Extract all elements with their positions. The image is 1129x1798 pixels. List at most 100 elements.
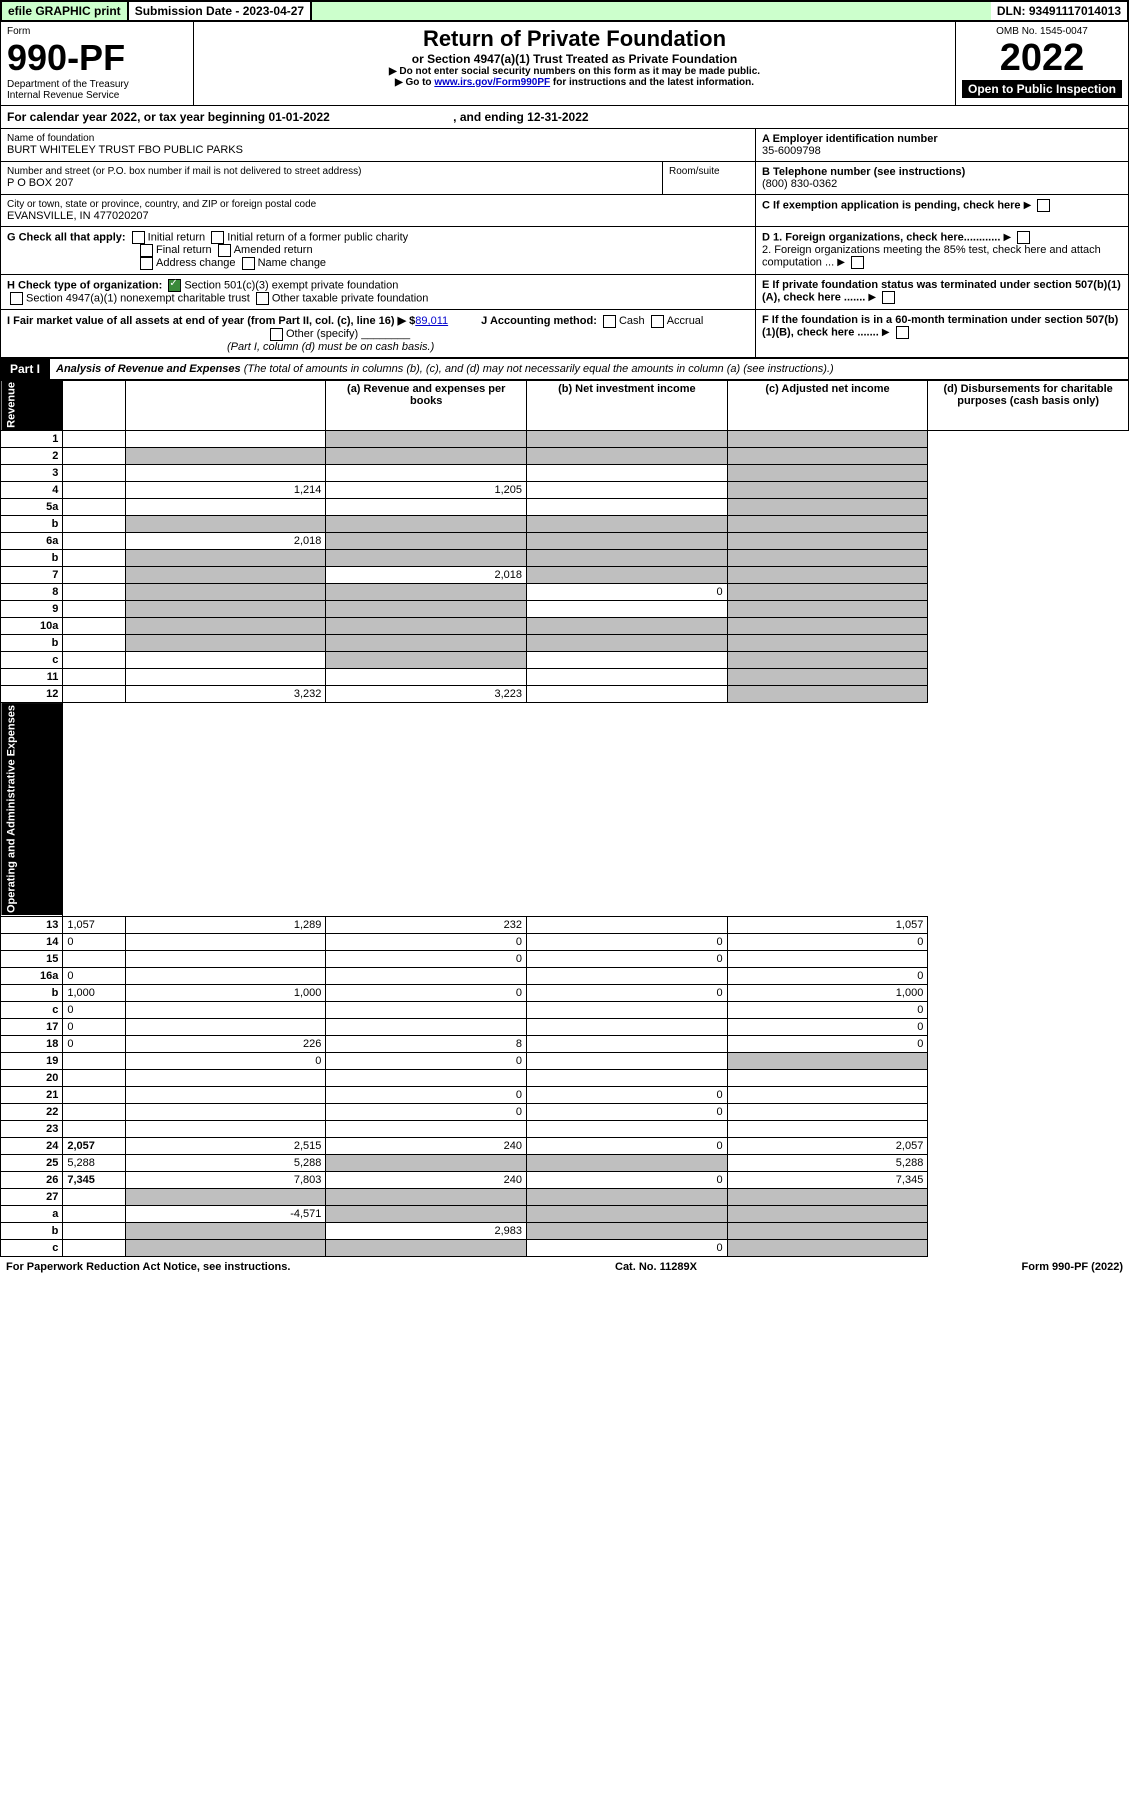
row-desc	[63, 618, 125, 635]
cell-a: 1,214	[125, 482, 326, 499]
cell-c: 0	[527, 1103, 728, 1120]
row-desc	[63, 516, 125, 533]
cell-a	[125, 1239, 326, 1256]
cell-b: 0	[326, 950, 527, 967]
chk-other-taxable[interactable]	[256, 292, 269, 305]
row-num: 17	[1, 1018, 63, 1035]
chk-final[interactable]	[140, 244, 153, 257]
link-irs[interactable]: www.irs.gov/Form990PF	[434, 77, 550, 88]
cell-b	[326, 516, 527, 533]
cell-d	[727, 1086, 928, 1103]
chk-f[interactable]	[896, 326, 909, 339]
cell-c	[527, 499, 728, 516]
cell-b: 2,018	[326, 567, 527, 584]
cell-c	[527, 652, 728, 669]
row-num: 14	[1, 933, 63, 950]
cell-b	[326, 1239, 527, 1256]
checkbox-c[interactable]	[1037, 199, 1050, 212]
row-desc	[63, 669, 125, 686]
chk-e[interactable]	[882, 291, 895, 304]
cell-b	[326, 431, 527, 448]
note-ssn: ▶ Do not enter social security numbers o…	[200, 66, 949, 77]
form-number: 990-PF	[7, 37, 187, 79]
row-num: 1	[1, 431, 63, 448]
cell-c	[527, 916, 728, 933]
chk-amended[interactable]	[218, 244, 231, 257]
row-desc: 0	[63, 967, 125, 984]
cell-d	[727, 1222, 928, 1239]
cell-b	[326, 1001, 527, 1018]
cell-d	[727, 431, 928, 448]
row-num: 25	[1, 1154, 63, 1171]
cell-a	[125, 1120, 326, 1137]
row-num: b	[1, 984, 63, 1001]
row-desc: 0	[63, 1035, 125, 1052]
cell-c	[527, 635, 728, 652]
row-num: a	[1, 1205, 63, 1222]
chk-501c3[interactable]	[168, 279, 181, 292]
cell-c	[527, 567, 728, 584]
chk-initial-former[interactable]	[211, 231, 224, 244]
chk-other[interactable]	[270, 328, 283, 341]
cell-a	[125, 618, 326, 635]
cell-d	[727, 686, 928, 703]
cell-b	[326, 584, 527, 601]
cell-b: 240	[326, 1137, 527, 1154]
cell-c: 0	[527, 584, 728, 601]
cell-d	[727, 465, 928, 482]
chk-d2[interactable]	[851, 256, 864, 269]
note-goto-tail: for instructions and the latest informat…	[550, 77, 754, 88]
address-block: Number and street (or P.O. box number if…	[1, 162, 663, 194]
expenses-label: Operating and Administrative Expenses	[1, 703, 63, 916]
row-num: 23	[1, 1120, 63, 1137]
cell-a	[125, 1086, 326, 1103]
cell-d: 5,288	[727, 1154, 928, 1171]
form-title: Return of Private Foundation	[200, 26, 949, 52]
cell-a	[125, 1103, 326, 1120]
chk-name[interactable]	[242, 257, 255, 270]
row-desc	[63, 950, 125, 967]
cell-d	[727, 652, 928, 669]
row-num: b	[1, 1222, 63, 1239]
chk-accrual[interactable]	[651, 315, 664, 328]
chk-initial[interactable]	[132, 231, 145, 244]
row-num: b	[1, 635, 63, 652]
cell-c	[527, 465, 728, 482]
cell-a	[125, 601, 326, 618]
cell-d	[727, 516, 928, 533]
cell-b: 8	[326, 1035, 527, 1052]
chk-d1[interactable]	[1017, 231, 1030, 244]
cell-d	[727, 533, 928, 550]
form-header: Form 990-PF Department of the Treasury I…	[0, 22, 1129, 106]
section-g: G Check all that apply: Initial return I…	[7, 231, 755, 270]
row-num: 18	[1, 1035, 63, 1052]
row-desc: 5,288	[63, 1154, 125, 1171]
chk-address[interactable]	[140, 257, 153, 270]
chk-cash[interactable]	[603, 315, 616, 328]
chk-4947[interactable]	[10, 292, 23, 305]
footer: For Paperwork Reduction Act Notice, see …	[0, 1257, 1129, 1277]
cell-b	[326, 465, 527, 482]
cell-b	[326, 1205, 527, 1222]
cell-a	[125, 1188, 326, 1205]
cell-b: 0	[326, 984, 527, 1001]
cell-c: 0	[527, 950, 728, 967]
row-desc	[63, 499, 125, 516]
cell-b	[326, 967, 527, 984]
row-num: 27	[1, 1188, 63, 1205]
row-desc	[63, 1103, 125, 1120]
form-subtitle: or Section 4947(a)(1) Trust Treated as P…	[200, 52, 949, 66]
cell-c: 0	[527, 1239, 728, 1256]
row-desc	[63, 601, 125, 618]
row-desc: 0	[63, 933, 125, 950]
row-desc	[63, 652, 125, 669]
row-desc	[63, 465, 125, 482]
cell-a: 226	[125, 1035, 326, 1052]
cell-b	[326, 448, 527, 465]
row-num: c	[1, 652, 63, 669]
row-num: 6a	[1, 533, 63, 550]
efile-print[interactable]: efile GRAPHIC print	[2, 2, 129, 20]
cell-b	[326, 1120, 527, 1137]
cell-a	[125, 516, 326, 533]
cell-d	[727, 448, 928, 465]
